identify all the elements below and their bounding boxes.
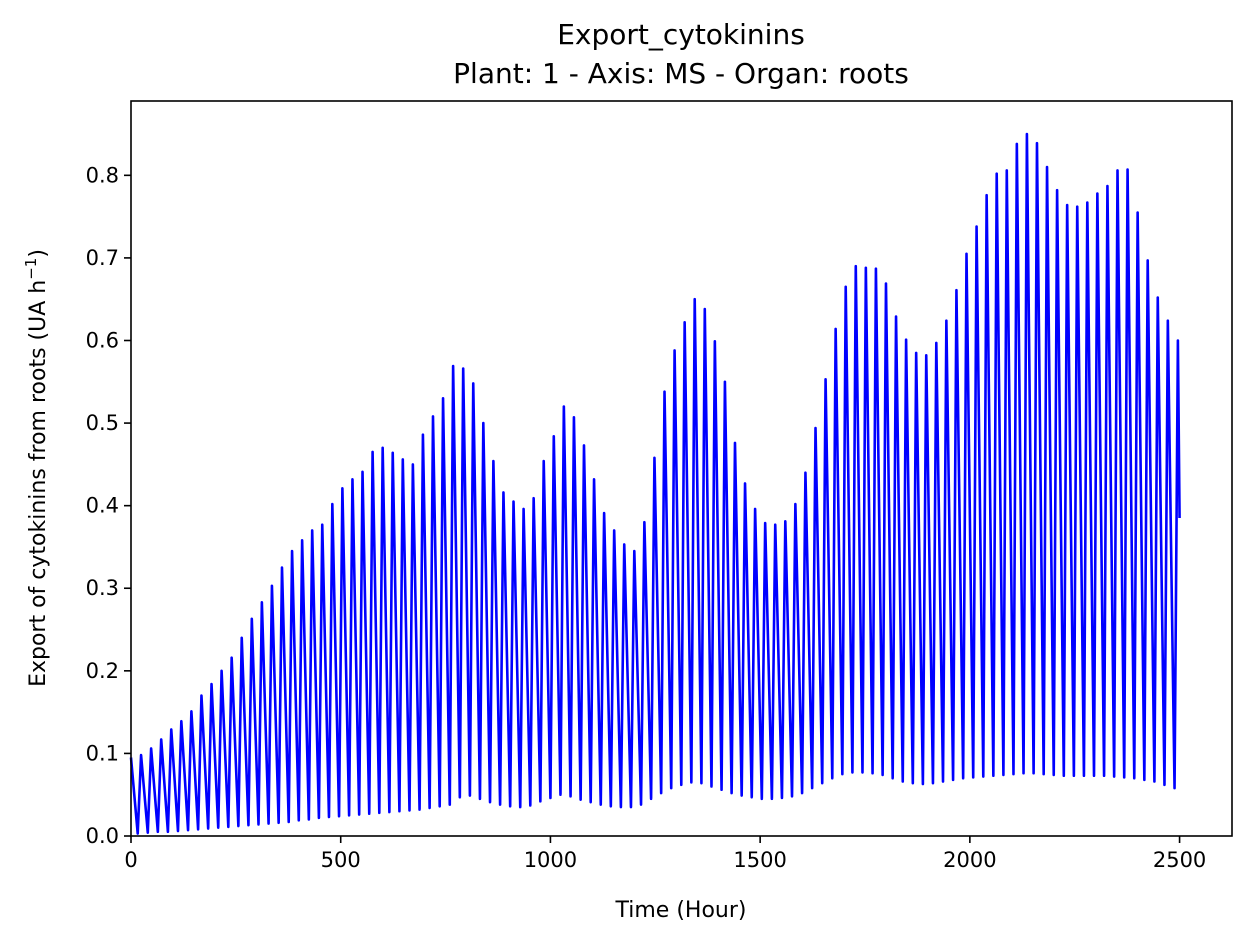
y-tick-label: 0.3 [86,576,119,600]
x-tick-label: 2500 [1153,848,1206,872]
x-tick-label: 0 [124,848,137,872]
chart-subtitle: Plant: 1 - Axis: MS - Organ: roots [453,57,909,90]
y-axis-label-superscript: −1 [22,258,40,280]
plot-frame [130,100,1233,837]
y-tick-label: 0.8 [86,163,119,187]
x-tick-label: 1000 [524,848,577,872]
y-tick-label: 0.5 [86,411,119,435]
y-axis-label: Export of cytokinins from roots (UA h−1) [22,249,51,687]
x-axis-ticks: 0 500 1000 1500 2000 2500 [124,836,1206,872]
y-axis-label-close: ) [26,249,51,258]
plot-area [129,132,1181,835]
y-axis-label-main: Export of cytokinins from roots (UA h [26,280,51,687]
y-tick-label: 0.6 [86,328,119,352]
x-axis-label: Time (Hour) [615,898,747,923]
y-tick-label: 0.2 [86,659,119,683]
y-tick-label: 0.0 [86,824,119,848]
x-tick-label: 2000 [943,848,996,872]
y-tick-label: 0.7 [86,246,119,270]
x-tick-label: 1500 [733,848,786,872]
y-tick-label: 0.1 [86,741,119,765]
y-tick-label: 0.4 [86,494,119,518]
y-axis-ticks: 0.0 0.1 0.2 0.3 0.4 0.5 0.6 0.7 0.8 [86,163,131,848]
x-tick-label: 500 [321,848,361,872]
chart-title: Export_cytokinins [557,18,805,51]
series-line [129,132,1181,835]
